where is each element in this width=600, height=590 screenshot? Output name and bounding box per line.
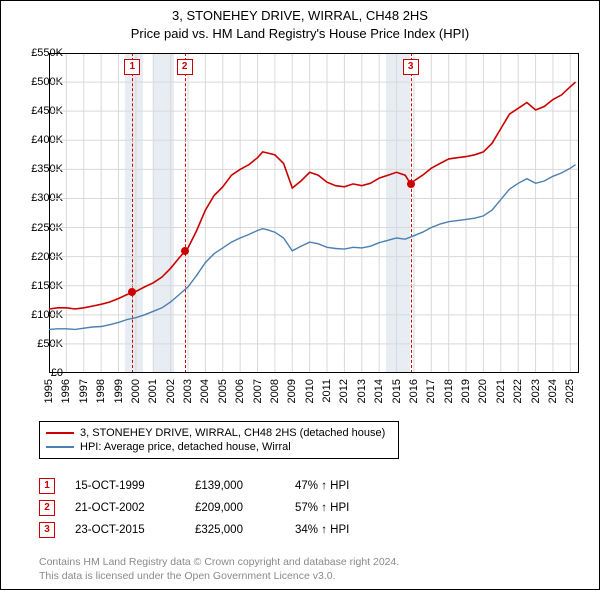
legend-swatch	[46, 446, 74, 448]
x-tick-label: 2014	[373, 379, 385, 403]
x-tick-label: 2017	[425, 379, 437, 403]
x-tick-label: 2010	[304, 379, 316, 403]
x-tick-label: 2020	[477, 379, 489, 403]
chart-svg	[49, 53, 579, 373]
series-line	[49, 165, 576, 330]
event-number-box: 3	[39, 522, 55, 538]
x-tick-label: 1997	[78, 379, 90, 403]
x-tick-label: 1995	[43, 379, 55, 403]
event-marker-box: 2	[177, 59, 193, 75]
event-row: 3 23-OCT-2015 £325,000 34% ↑ HPI	[39, 519, 395, 541]
event-price: £325,000	[195, 524, 275, 536]
event-price: £139,000	[195, 480, 275, 492]
event-date: 21-OCT-2002	[75, 502, 175, 514]
event-marker-dot	[128, 288, 136, 296]
x-tick-label: 2013	[356, 379, 368, 403]
x-tick-label: 2009	[286, 379, 298, 403]
legend-swatch	[46, 432, 74, 434]
x-tick-label: 2011	[321, 379, 333, 403]
x-tick-label: 2000	[130, 379, 142, 403]
x-tick-label: 2021	[495, 379, 507, 403]
x-tick-label: 2003	[182, 379, 194, 403]
event-number-box: 1	[39, 478, 55, 494]
x-tick-label: 2022	[512, 379, 524, 403]
series-line	[49, 82, 576, 309]
x-tick-label: 2015	[391, 379, 403, 403]
event-date: 23-OCT-2015	[75, 524, 175, 536]
event-price: £209,000	[195, 502, 275, 514]
title-address: 3, STONEHEY DRIVE, WIRRAL, CH48 2HS	[5, 7, 595, 25]
x-tick-label: 2008	[269, 379, 281, 403]
event-row: 1 15-OCT-1999 £139,000 47% ↑ HPI	[39, 475, 395, 497]
x-tick-label: 2023	[530, 379, 542, 403]
legend-label: 3, STONEHEY DRIVE, WIRRAL, CH48 2HS (det…	[80, 427, 385, 439]
x-tick-label: 1999	[113, 379, 125, 403]
footer-line-2: This data is licensed under the Open Gov…	[39, 569, 399, 583]
x-tick-label: 2004	[199, 379, 211, 403]
plot-area: 1 2 3	[49, 53, 579, 373]
legend-label: HPI: Average price, detached house, Wirr…	[80, 441, 291, 453]
x-tick-label: 1998	[95, 379, 107, 403]
legend-item: 3, STONEHEY DRIVE, WIRRAL, CH48 2HS (det…	[46, 426, 392, 440]
event-marker-box: 1	[124, 59, 140, 75]
title-block: 3, STONEHEY DRIVE, WIRRAL, CH48 2HS Pric…	[1, 1, 599, 46]
event-pct: 47% ↑ HPI	[295, 480, 395, 492]
events-table: 1 15-OCT-1999 £139,000 47% ↑ HPI 2 21-OCT-200…	[39, 475, 395, 541]
event-date: 15-OCT-1999	[75, 480, 175, 492]
x-tick-label: 2005	[217, 379, 229, 403]
event-marker-dot	[407, 180, 415, 188]
x-tick-label: 2019	[460, 379, 472, 403]
legend: 3, STONEHEY DRIVE, WIRRAL, CH48 2HS (det…	[39, 421, 399, 459]
event-marker-dot	[181, 247, 189, 255]
title-subtitle: Price paid vs. HM Land Registry's House …	[5, 25, 595, 43]
event-pct: 57% ↑ HPI	[295, 502, 395, 514]
x-tick-label: 2025	[564, 379, 576, 403]
event-row: 2 21-OCT-2002 £209,000 57% ↑ HPI	[39, 497, 395, 519]
footer-attribution: Contains HM Land Registry data © Crown c…	[39, 555, 399, 583]
legend-item: HPI: Average price, detached house, Wirr…	[46, 440, 392, 454]
x-tick-label: 2016	[408, 379, 420, 403]
x-tick-label: 2001	[147, 379, 159, 403]
x-tick-label: 2018	[443, 379, 455, 403]
x-tick-label: 2024	[547, 379, 559, 403]
x-tick-label: 1996	[60, 379, 72, 403]
footer-line-1: Contains HM Land Registry data © Crown c…	[39, 555, 399, 569]
x-tick-label: 2012	[338, 379, 350, 403]
event-number-box: 2	[39, 500, 55, 516]
x-tick-label: 2002	[165, 379, 177, 403]
x-tick-label: 2006	[234, 379, 246, 403]
event-marker-box: 3	[403, 59, 419, 75]
chart-container: 3, STONEHEY DRIVE, WIRRAL, CH48 2HS Pric…	[0, 0, 600, 590]
x-tick-label: 2007	[252, 379, 264, 403]
event-pct: 34% ↑ HPI	[295, 524, 395, 536]
